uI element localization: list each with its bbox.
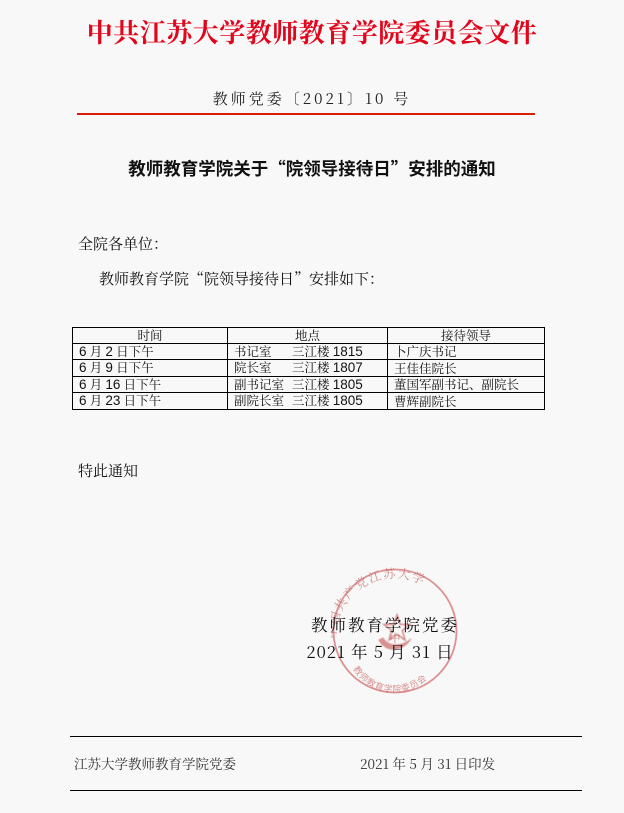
svg-text:教师教育学院委员会: 教师教育学院委员会: [350, 663, 429, 695]
